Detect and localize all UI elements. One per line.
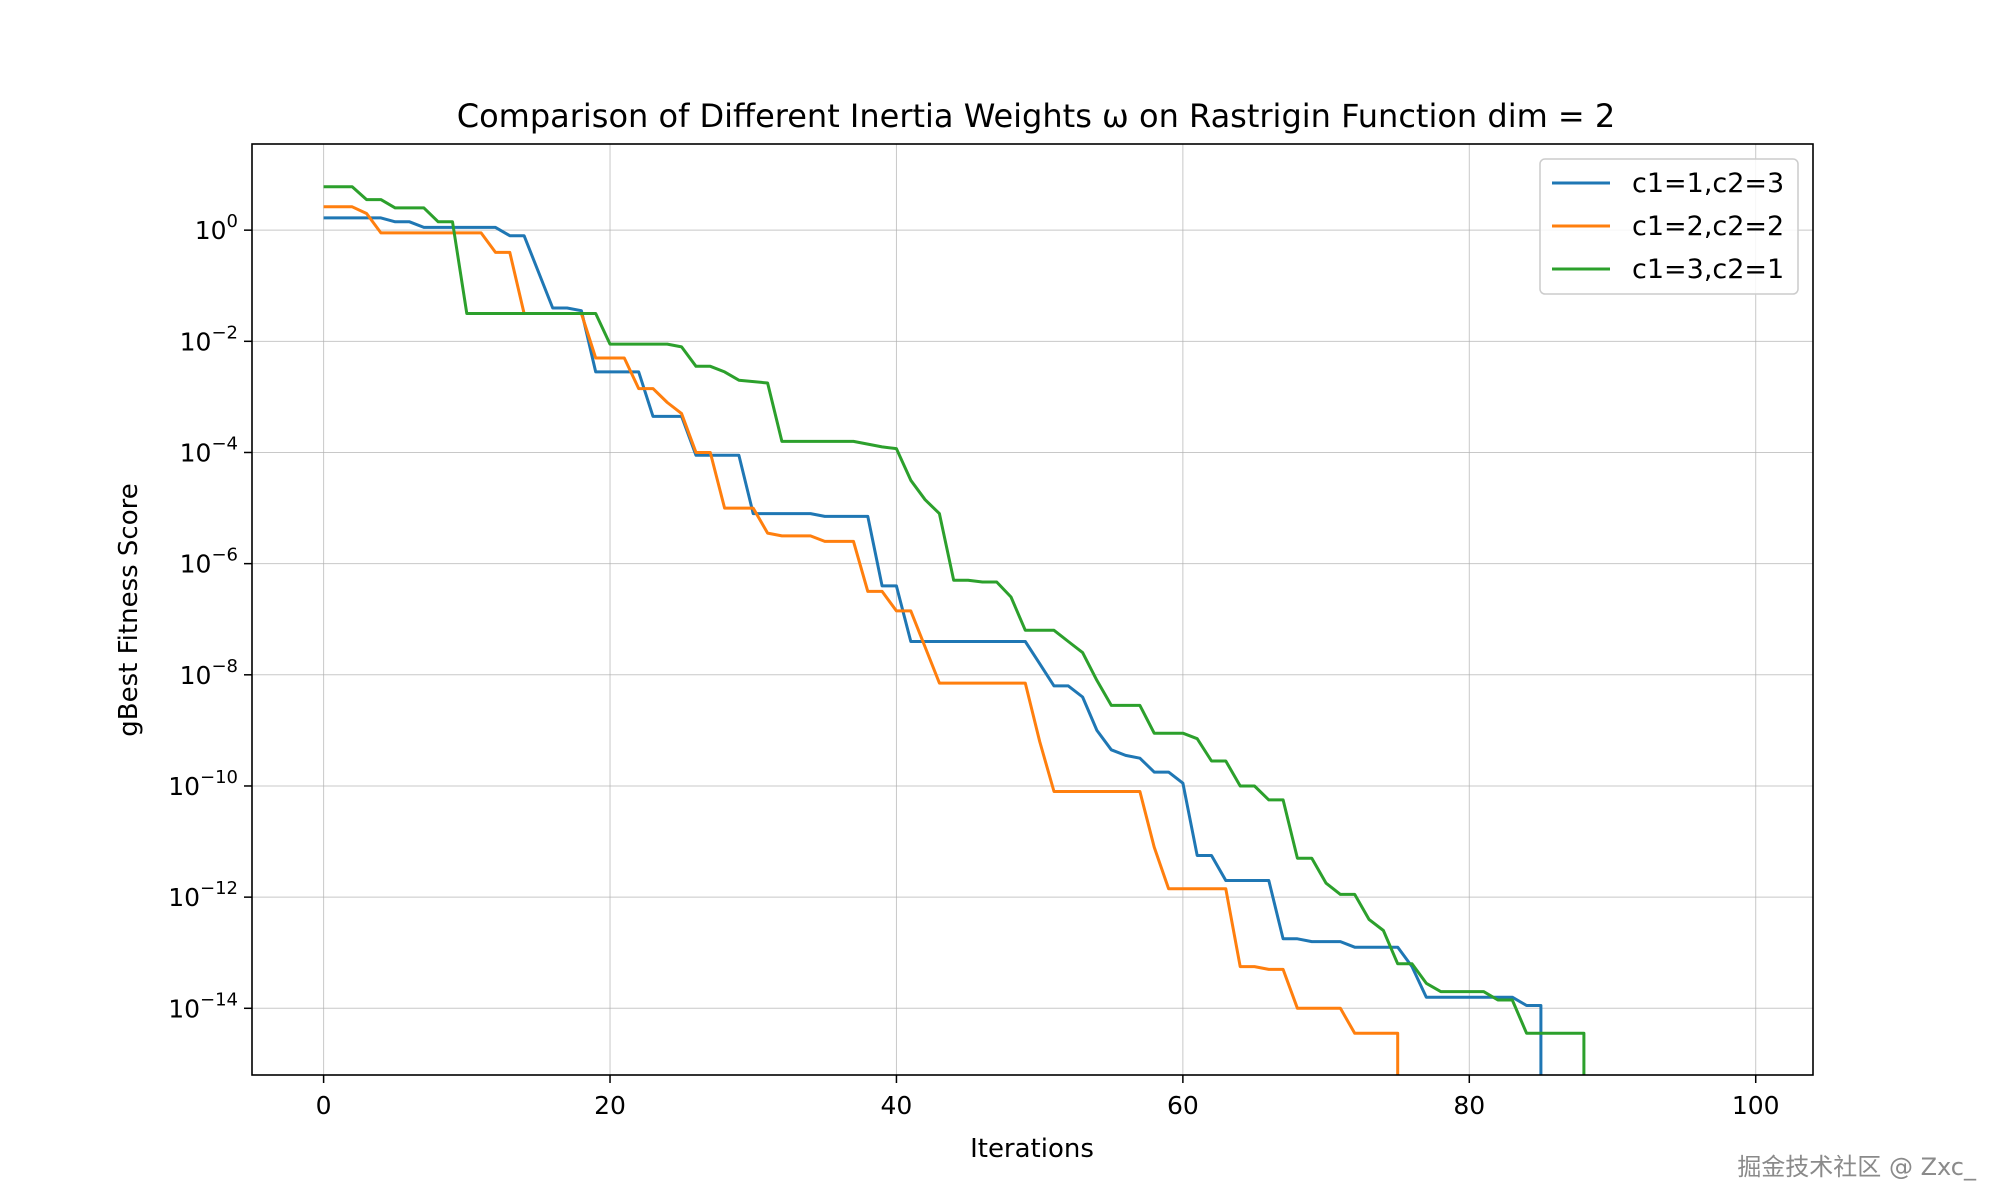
legend-box (1539, 158, 1799, 295)
y-tick-base: 10 (180, 661, 212, 690)
series-line-1 (323, 216, 1543, 1075)
y-tick-label: 10−8 (180, 656, 238, 690)
series-line-3 (323, 185, 1586, 1075)
plot-area (251, 143, 1814, 1076)
legend-label: c1=2,c2=2 (1632, 211, 1784, 242)
x-tick-label: 40 (881, 1091, 913, 1120)
legend-label: c1=3,c2=1 (1632, 254, 1784, 285)
y-tick-base: 10 (195, 216, 227, 245)
y-tick-exponent: 0 (227, 211, 238, 232)
x-tick-label: 80 (1453, 1091, 1485, 1120)
axis-ticks: 0 20 40 60 80 10010010−210−410−610−810−1010−1… (168, 211, 1779, 1120)
y-tick-label: 10−14 (168, 989, 238, 1023)
y-tick-base: 10 (180, 550, 212, 579)
y-tick-base: 10 (180, 327, 212, 356)
y-tick-exponent: −6 (211, 545, 238, 566)
y-tick-base: 10 (168, 883, 200, 912)
legend: c1=1,c2=3 c1=2,c2=2 c1=3,c2=1 (1539, 158, 1799, 295)
y-tick-label: 10−10 (168, 767, 238, 801)
chart-title: Comparison of Different Inertia Weights … (457, 97, 1616, 135)
y-tick-exponent: −2 (211, 322, 238, 343)
y-tick-label: 100 (195, 211, 238, 245)
y-tick-label: 10−12 (168, 878, 238, 912)
y-tick-base: 10 (168, 994, 200, 1023)
grid (252, 144, 1813, 1075)
y-tick-base: 10 (180, 438, 212, 467)
legend-label: c1=1,c2=3 (1632, 168, 1784, 199)
series-lines (323, 185, 1586, 1075)
y-tick-label: 10−6 (180, 545, 238, 579)
y-tick-exponent: −8 (211, 656, 238, 677)
x-tick-label: 60 (1167, 1091, 1199, 1120)
y-tick-exponent: −4 (211, 433, 238, 454)
x-tick-label: 20 (594, 1091, 626, 1120)
y-tick-exponent: −12 (200, 878, 238, 899)
y-tick-exponent: −10 (200, 767, 238, 788)
y-axis-label: gBest Fitness Score (114, 483, 144, 736)
y-tick-base: 10 (168, 772, 200, 801)
x-tick-label: 0 (316, 1091, 332, 1120)
y-tick-label: 10−4 (180, 433, 238, 467)
x-axis-label: Iterations (970, 1134, 1094, 1164)
y-tick-label: 10−2 (180, 322, 238, 356)
series-line-2 (323, 205, 1400, 1075)
x-tick-label: 100 (1732, 1091, 1780, 1120)
y-tick-exponent: −14 (200, 989, 238, 1010)
watermark: 掘金技术社区 @ Zxc_ (1737, 1153, 1976, 1181)
